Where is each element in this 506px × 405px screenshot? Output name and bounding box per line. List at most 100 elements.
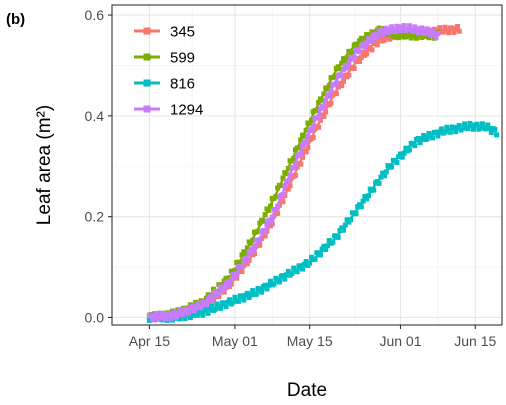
point-1294	[392, 29, 398, 35]
point-816	[474, 121, 480, 127]
legend-item-816: 816	[134, 76, 195, 93]
point-816	[250, 288, 256, 294]
point-599	[344, 55, 350, 61]
point-1294	[221, 287, 227, 293]
point-1294	[405, 27, 411, 33]
point-816	[253, 291, 259, 297]
point-1294	[397, 28, 403, 34]
point-599	[337, 66, 343, 72]
series-layer	[146, 23, 500, 323]
point-816	[353, 211, 359, 217]
point-1294	[186, 310, 192, 316]
point-1294	[171, 309, 177, 315]
point-816	[241, 297, 247, 303]
point-1294	[303, 140, 309, 146]
x-tick-label: Jun 15	[454, 333, 496, 349]
point-1294	[162, 316, 168, 322]
point-816	[259, 289, 265, 295]
point-599	[376, 25, 382, 31]
point-816	[200, 312, 206, 318]
point-1294	[374, 34, 380, 40]
point-1294	[364, 40, 370, 46]
point-816	[364, 196, 370, 202]
point-816	[337, 228, 343, 234]
legend-item-599: 599	[134, 50, 195, 67]
point-816	[221, 300, 227, 306]
point-816	[376, 180, 382, 186]
point-345	[446, 30, 452, 36]
point-816	[460, 125, 466, 131]
point-1294	[150, 317, 156, 323]
point-816	[285, 268, 291, 274]
point-816	[203, 306, 209, 312]
point-599	[396, 35, 402, 41]
point-1294	[383, 25, 389, 31]
point-1294	[344, 65, 350, 71]
point-1294	[333, 80, 339, 86]
legend-key-marker	[143, 105, 151, 113]
point-599	[301, 133, 307, 139]
point-1294	[415, 30, 421, 36]
point-599	[390, 33, 396, 39]
point-816	[399, 154, 405, 160]
point-816	[394, 160, 400, 166]
point-816	[389, 164, 395, 170]
point-599	[408, 35, 414, 41]
point-599	[403, 34, 409, 40]
point-345	[454, 24, 460, 30]
point-345	[451, 29, 457, 35]
point-816	[319, 246, 325, 252]
point-1294	[410, 29, 416, 35]
point-816	[280, 273, 286, 279]
point-1294	[339, 73, 345, 79]
point-599	[342, 58, 348, 64]
point-1294	[401, 23, 407, 29]
point-1294	[351, 55, 357, 61]
y-tick-label: 0.4	[85, 108, 105, 124]
legend-label: 816	[170, 76, 195, 93]
x-axis-title: Date	[287, 380, 327, 401]
point-1294	[168, 315, 174, 321]
point-1294	[207, 294, 213, 300]
point-345	[321, 113, 327, 119]
point-345	[328, 100, 334, 106]
point-816	[444, 124, 450, 130]
point-816	[232, 294, 238, 300]
point-345	[364, 51, 370, 57]
point-816	[479, 121, 485, 127]
point-1294	[357, 49, 363, 55]
point-599	[296, 145, 302, 151]
point-1294	[184, 307, 190, 313]
y-axis: 0.0 0.2 0.4 0.6	[85, 7, 112, 325]
point-816	[401, 150, 407, 156]
point-1294	[380, 32, 386, 38]
point-1294	[428, 32, 434, 38]
point-1294	[430, 28, 436, 34]
legend-item-345: 345	[134, 24, 195, 41]
point-816	[430, 135, 436, 141]
point-816	[235, 298, 241, 304]
x-axis: Apr 15 May 01 May 15 Jun 01 Jun 15	[129, 325, 497, 349]
point-816	[492, 126, 498, 132]
point-816	[291, 265, 297, 271]
point-816	[227, 297, 233, 303]
point-1294	[166, 311, 172, 317]
point-816	[246, 295, 252, 301]
point-816	[371, 187, 377, 193]
point-816	[483, 126, 489, 132]
point-1294	[369, 37, 375, 43]
point-599	[239, 252, 245, 258]
point-345	[333, 91, 339, 97]
point-345	[339, 83, 345, 89]
legend-item-1294: 1294	[134, 102, 203, 119]
point-816	[298, 263, 304, 269]
point-345	[346, 72, 352, 78]
point-1294	[316, 114, 322, 120]
panel-label: (b)	[6, 11, 26, 28]
point-816	[424, 136, 430, 142]
point-816	[312, 256, 318, 262]
point-599	[257, 220, 263, 226]
point-1294	[298, 151, 304, 157]
x-tick-label: May 01	[212, 333, 258, 349]
point-599	[326, 83, 332, 89]
